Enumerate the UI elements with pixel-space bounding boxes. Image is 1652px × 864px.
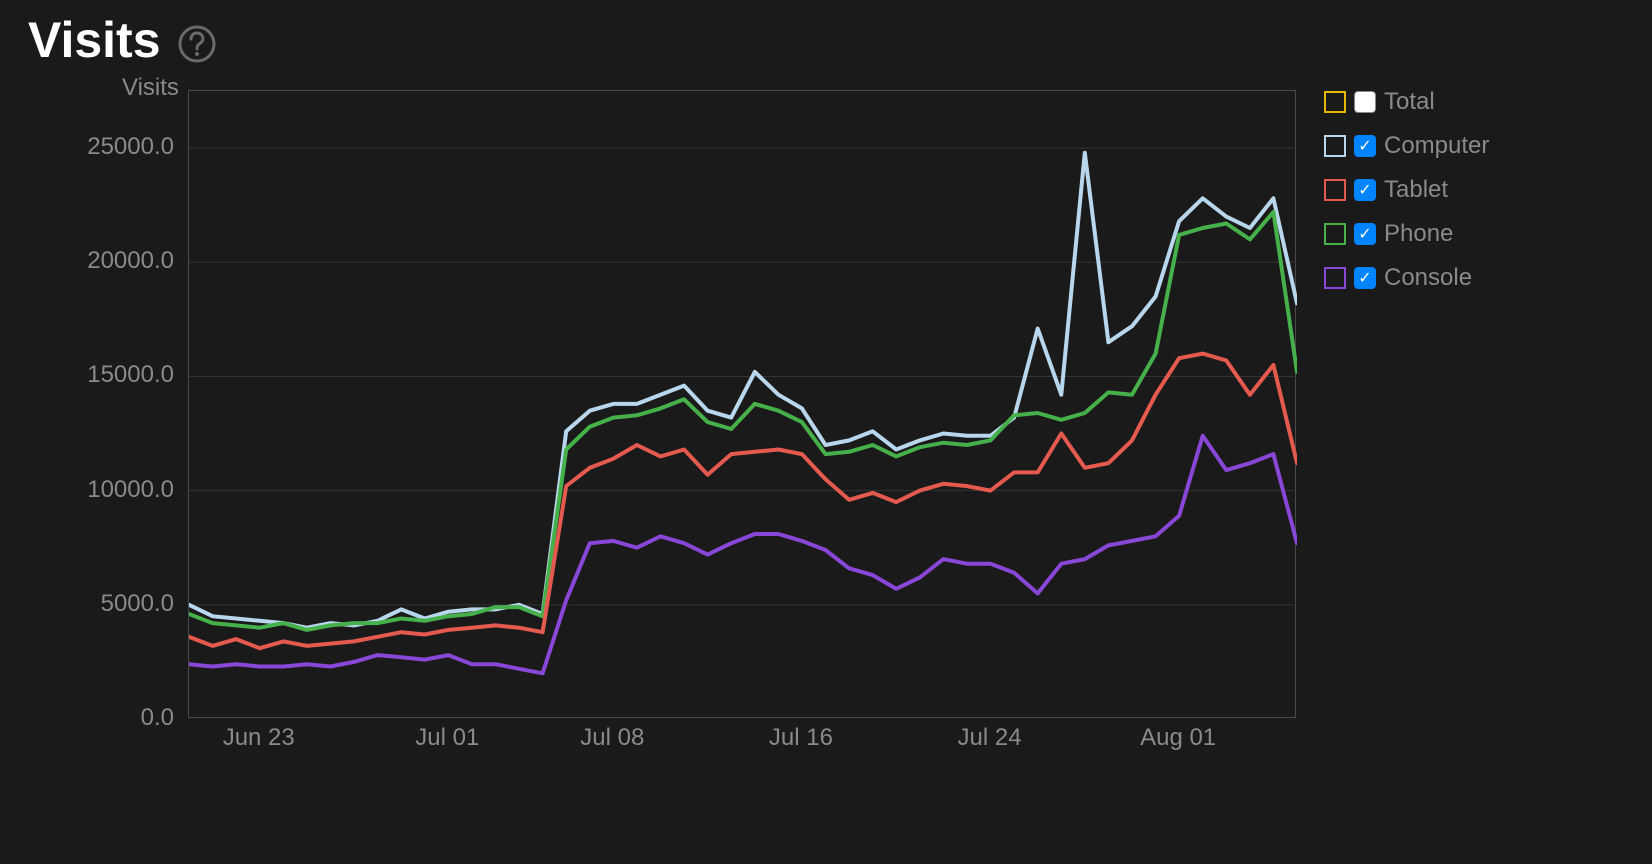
x-tick-label: Jul 16: [769, 724, 833, 752]
legend: Total ✓ Computer ✓ Tablet ✓ Phone ✓ Console: [1324, 88, 1489, 308]
help-icon[interactable]: [177, 24, 217, 64]
y-tick-label: 5000.0: [28, 590, 174, 618]
series-computer: [189, 153, 1297, 628]
plot-area: [188, 90, 1296, 718]
legend-swatch-computer: [1324, 135, 1346, 157]
y-tick-label: 10000.0: [28, 476, 174, 504]
legend-label-computer: Computer: [1384, 132, 1489, 160]
x-axis-ticks: Jun 23 Jul 01 Jul 08 Jul 16 Jul 24 Aug 01: [188, 724, 1296, 764]
y-tick-label: 25000.0: [28, 133, 174, 161]
y-tick-label: 20000.0: [28, 247, 174, 275]
plot-svg: [189, 91, 1297, 719]
legend-label-phone: Phone: [1384, 220, 1453, 248]
y-tick-label: 0.0: [28, 704, 174, 732]
legend-checkbox-total[interactable]: [1354, 91, 1376, 113]
legend-item-computer[interactable]: ✓ Computer: [1324, 132, 1489, 160]
legend-swatch-console: [1324, 267, 1346, 289]
y-tick-label: 15000.0: [28, 361, 174, 389]
content: Visits 0.05000.010000.015000.020000.0250…: [0, 80, 1652, 718]
legend-item-tablet[interactable]: ✓ Tablet: [1324, 176, 1489, 204]
x-tick-label: Aug 01: [1140, 724, 1216, 752]
y-axis-ticks: 0.05000.010000.015000.020000.025000.0: [28, 80, 182, 718]
legend-checkbox-console[interactable]: ✓: [1354, 267, 1376, 289]
page-title: Visits: [28, 11, 161, 69]
legend-swatch-phone: [1324, 223, 1346, 245]
series-phone: [189, 212, 1297, 630]
legend-item-phone[interactable]: ✓ Phone: [1324, 220, 1489, 248]
x-tick-label: Jun 23: [223, 724, 295, 752]
visits-chart: Visits 0.05000.010000.015000.020000.0250…: [28, 80, 1296, 718]
legend-label-console: Console: [1384, 264, 1472, 292]
x-tick-label: Jul 01: [415, 724, 479, 752]
legend-checkbox-tablet[interactable]: ✓: [1354, 179, 1376, 201]
legend-swatch-total: [1324, 91, 1346, 113]
x-tick-label: Jul 08: [580, 724, 644, 752]
legend-checkbox-phone[interactable]: ✓: [1354, 223, 1376, 245]
series-console: [189, 436, 1297, 674]
title-row: Visits: [0, 0, 1652, 80]
legend-item-total[interactable]: Total: [1324, 88, 1489, 116]
legend-checkbox-computer[interactable]: ✓: [1354, 135, 1376, 157]
x-tick-label: Jul 24: [958, 724, 1022, 752]
legend-item-console[interactable]: ✓ Console: [1324, 264, 1489, 292]
legend-swatch-tablet: [1324, 179, 1346, 201]
legend-label-total: Total: [1384, 88, 1435, 116]
legend-label-tablet: Tablet: [1384, 176, 1448, 204]
